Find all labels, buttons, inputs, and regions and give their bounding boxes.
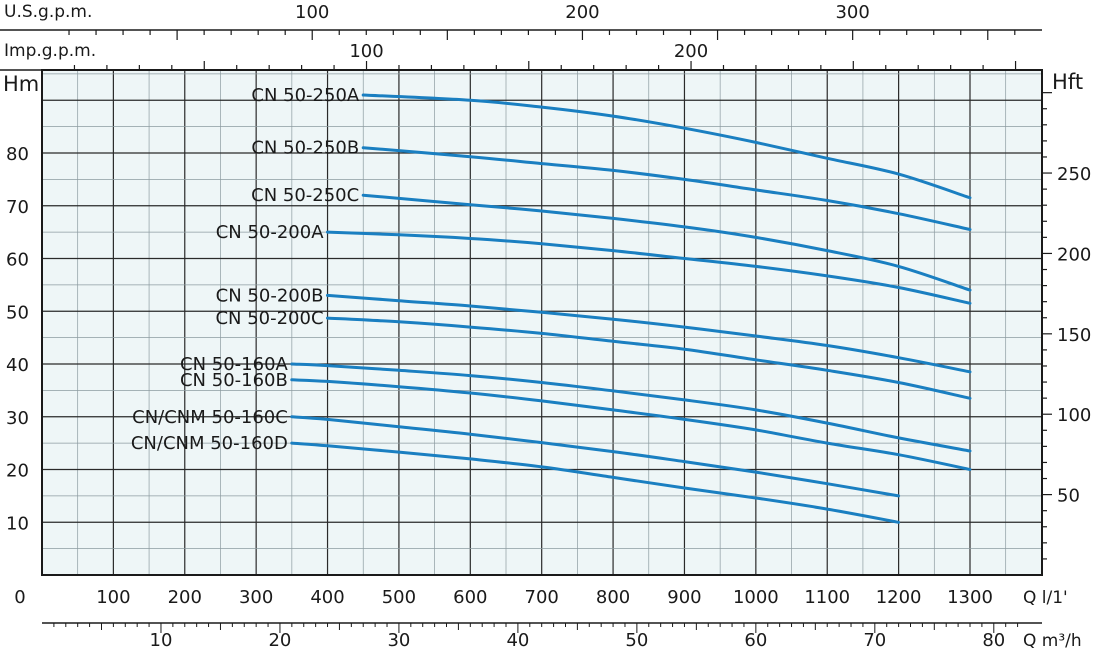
x-tick-label: 100: [96, 587, 130, 608]
x-tick-label: 800: [596, 587, 630, 608]
m3h-tick-label: 70: [863, 630, 886, 649]
hft-tick-label: 150: [1057, 325, 1091, 346]
x-tick-label: 1000: [733, 587, 779, 608]
impgpm-axis-title: Imp.g.p.m.: [4, 41, 96, 61]
series-label: CN 50-160A: [180, 354, 289, 375]
m3h-tick-label: 50: [625, 630, 648, 649]
hft-tick-label: 100: [1057, 405, 1091, 426]
y-tick-label: 80: [6, 144, 29, 165]
x-tick-label: 1300: [947, 587, 993, 608]
series-line: [290, 441, 901, 524]
series-line: [290, 415, 901, 498]
y-tick-label: 60: [6, 250, 29, 271]
series-label: CN 50-200C: [215, 308, 323, 329]
hft-tick-label: 50: [1057, 486, 1080, 507]
left-axis-title: Hm: [3, 72, 39, 96]
series-line: [326, 230, 972, 305]
hft-tick-label: 250: [1057, 164, 1091, 185]
usgpm-tick-label: 300: [835, 2, 869, 23]
m3h-tick-label: 60: [744, 630, 767, 649]
m3h-tick-label: 10: [150, 630, 173, 649]
series-label: CN/CNM 50-160D: [131, 433, 288, 454]
series-label: CN 50-250A: [251, 85, 360, 106]
series-line: [361, 146, 972, 231]
axes: [0, 29, 1052, 633]
usgpm-tick-label: 200: [565, 2, 599, 23]
x-tick-label: 400: [310, 587, 344, 608]
x-tick-label: 1100: [804, 587, 850, 608]
curves: [290, 93, 972, 524]
usgpm-tick-label: 100: [295, 2, 329, 23]
x-tick-label: 900: [667, 587, 701, 608]
series-label: CN 50-250B: [251, 138, 359, 159]
series-line: [361, 193, 972, 292]
impgpm-tick-label: 100: [349, 41, 383, 62]
series-line: [326, 316, 972, 400]
x-tick-label: 500: [382, 587, 416, 608]
y-tick-label: 70: [6, 197, 29, 218]
m3h-tick-label: 20: [268, 630, 291, 649]
y-tick-label: 10: [6, 513, 29, 534]
right-axis-title: Hft: [1052, 70, 1083, 94]
x-tick-label: 1200: [876, 587, 922, 608]
m3h-tick-label: 80: [982, 630, 1005, 649]
series-label: CN/CNM 50-160C: [132, 407, 288, 428]
x-origin-label: 0: [14, 587, 25, 608]
m3h-axis-title: Q m³/h: [1023, 631, 1082, 649]
series-line: [290, 378, 972, 471]
y-tick-label: 40: [6, 355, 29, 376]
x-tick-label: 200: [168, 587, 202, 608]
axis-labels: CN 50-250A CN 50-250B CN 50-250C CN 50-200A…: [3, 2, 1091, 649]
series-label: CN 50-160B: [180, 370, 288, 391]
series-line: [290, 362, 972, 453]
usgpm-axis-title: U.S.g.p.m.: [4, 2, 92, 22]
m3h-tick-label: 30: [387, 630, 410, 649]
series-label: CN 50-200B: [216, 285, 324, 306]
series-line: [361, 93, 972, 200]
y-tick-label: 30: [6, 408, 29, 429]
m3h-tick-label: 40: [506, 630, 529, 649]
series-line: [326, 293, 972, 374]
x-tick-label: 600: [453, 587, 487, 608]
hft-tick-label: 200: [1057, 244, 1091, 265]
x-tick-label: 300: [239, 587, 273, 608]
y-tick-label: 20: [6, 461, 29, 482]
series-label: CN 50-200A: [216, 222, 325, 243]
lmin-axis-title: Q l/1': [1023, 588, 1068, 608]
impgpm-tick-label: 200: [674, 41, 708, 62]
series-label: CN 50-250C: [251, 185, 359, 206]
x-tick-label: 700: [525, 587, 559, 608]
y-tick-label: 50: [6, 302, 29, 323]
